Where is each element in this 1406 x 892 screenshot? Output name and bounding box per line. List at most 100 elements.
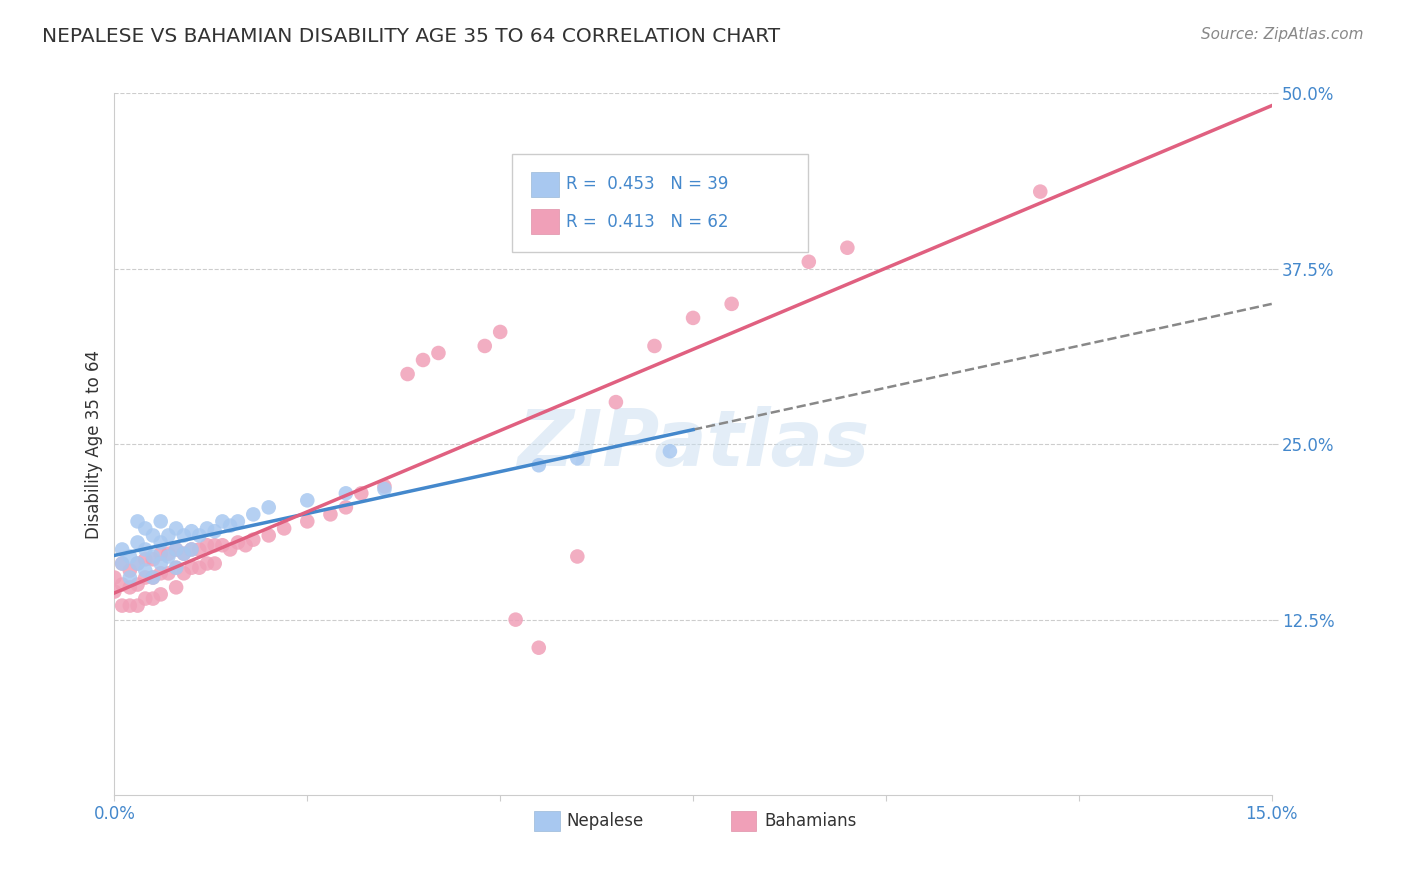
Text: R =  0.453   N = 39: R = 0.453 N = 39 — [565, 176, 728, 194]
Text: Nepalese: Nepalese — [567, 812, 644, 830]
Point — [195, 557, 218, 571]
Point — [188, 560, 211, 574]
Point — [142, 570, 165, 584]
Point — [226, 515, 249, 529]
Y-axis label: Disability Age 35 to 64: Disability Age 35 to 64 — [86, 350, 103, 539]
Point — [103, 584, 125, 599]
Point — [273, 521, 295, 535]
Point — [204, 524, 226, 539]
Point — [134, 542, 156, 557]
Point — [165, 560, 187, 574]
Point — [527, 640, 550, 655]
Point — [195, 521, 218, 535]
Point — [489, 325, 512, 339]
Point — [173, 547, 195, 561]
Point — [605, 395, 627, 409]
Point — [297, 515, 319, 529]
Point — [505, 613, 527, 627]
Point — [412, 353, 434, 368]
Point — [149, 535, 172, 549]
Point — [797, 254, 820, 268]
Point — [118, 549, 141, 564]
Point — [204, 557, 226, 571]
Point — [111, 599, 134, 613]
Point — [567, 451, 589, 466]
Point — [396, 367, 419, 381]
Point — [127, 557, 149, 571]
Point — [149, 547, 172, 561]
Point — [658, 444, 681, 458]
Text: Source: ZipAtlas.com: Source: ZipAtlas.com — [1201, 27, 1364, 42]
Point — [134, 591, 156, 606]
Point — [297, 493, 319, 508]
Point — [643, 339, 665, 353]
Point — [527, 458, 550, 473]
Point — [195, 538, 218, 552]
Point — [173, 528, 195, 542]
Point — [173, 547, 195, 561]
Point — [103, 570, 125, 584]
Point — [127, 599, 149, 613]
Point — [142, 552, 165, 566]
Point — [180, 542, 202, 557]
Point — [350, 486, 373, 500]
Point — [165, 542, 187, 557]
Point — [335, 500, 357, 515]
Point — [720, 297, 742, 311]
Point — [111, 542, 134, 557]
Point — [142, 549, 165, 564]
Point — [242, 508, 264, 522]
Point — [165, 560, 187, 574]
Point — [474, 339, 496, 353]
Point — [134, 564, 156, 578]
Point — [204, 538, 226, 552]
Point — [180, 542, 202, 557]
Point — [180, 524, 202, 539]
Point — [188, 528, 211, 542]
Point — [157, 549, 180, 564]
Point — [142, 528, 165, 542]
Point — [127, 515, 149, 529]
Point — [149, 515, 172, 529]
Point — [319, 508, 342, 522]
Point — [226, 535, 249, 549]
Point — [142, 570, 165, 584]
Point — [118, 570, 141, 584]
Text: NEPALESE VS BAHAMIAN DISABILITY AGE 35 TO 64 CORRELATION CHART: NEPALESE VS BAHAMIAN DISABILITY AGE 35 T… — [42, 27, 780, 45]
Point — [682, 310, 704, 325]
Point — [157, 547, 180, 561]
Point — [188, 542, 211, 557]
Point — [235, 538, 257, 552]
Point — [335, 486, 357, 500]
Point — [219, 542, 242, 557]
Point — [219, 518, 242, 533]
Point — [157, 566, 180, 581]
Point — [180, 560, 202, 574]
Point — [134, 552, 156, 566]
Text: ZIPatlas: ZIPatlas — [517, 406, 869, 483]
Point — [165, 580, 187, 594]
Point — [149, 587, 172, 601]
Point — [567, 549, 589, 564]
Text: R =  0.413   N = 62: R = 0.413 N = 62 — [565, 213, 728, 231]
Point — [111, 557, 134, 571]
Point — [118, 580, 141, 594]
Point — [1029, 185, 1052, 199]
Point — [149, 557, 172, 571]
Point — [242, 533, 264, 547]
Point — [211, 515, 233, 529]
Point — [142, 591, 165, 606]
Point — [373, 479, 395, 493]
Point — [257, 500, 280, 515]
Point — [118, 564, 141, 578]
Point — [134, 570, 156, 584]
Point — [134, 521, 156, 535]
Point — [165, 542, 187, 557]
Point — [257, 528, 280, 542]
Point — [157, 528, 180, 542]
Point — [118, 599, 141, 613]
Point — [111, 577, 134, 591]
Point — [111, 557, 134, 571]
Point — [127, 577, 149, 591]
Point — [373, 482, 395, 496]
